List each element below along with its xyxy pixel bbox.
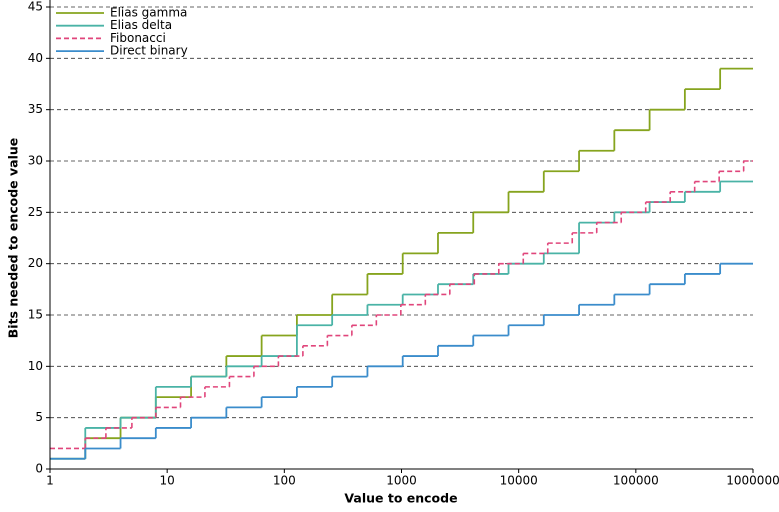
y-tick-label: 10 bbox=[28, 359, 43, 373]
y-tick-label: 25 bbox=[28, 205, 43, 219]
x-axis-label: Value to encode bbox=[344, 491, 457, 506]
x-tick-label: 1000 bbox=[386, 474, 417, 488]
y-tick-label: 5 bbox=[35, 410, 43, 424]
x-tick-label: 10000 bbox=[500, 474, 538, 488]
legend-label: Direct binary bbox=[110, 44, 188, 58]
y-tick-label: 15 bbox=[28, 308, 43, 322]
y-tick-label: 35 bbox=[28, 102, 43, 116]
x-tick-label: 100 bbox=[273, 474, 296, 488]
legend-label: Fibonacci bbox=[110, 31, 166, 45]
x-tick-label: 1 bbox=[46, 474, 54, 488]
y-tick-label: 45 bbox=[28, 0, 43, 14]
x-tick-label: 10 bbox=[160, 474, 175, 488]
y-tick-label: 0 bbox=[35, 462, 43, 476]
x-tick-label: 100000 bbox=[613, 474, 659, 488]
y-tick-label: 20 bbox=[28, 256, 43, 270]
y-tick-label: 40 bbox=[28, 51, 43, 65]
y-axis-label: Bits needed to encode value bbox=[6, 138, 21, 338]
y-tick-label: 30 bbox=[28, 154, 43, 168]
x-tick-label: 1000000 bbox=[726, 474, 779, 488]
legend-label: Elias delta bbox=[110, 18, 172, 32]
legend-label: Elias gamma bbox=[110, 6, 187, 20]
